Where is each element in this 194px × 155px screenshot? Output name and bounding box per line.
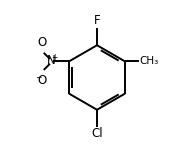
Text: N: N: [47, 54, 56, 67]
Text: F: F: [94, 14, 100, 27]
Text: O: O: [38, 36, 47, 49]
Text: O: O: [38, 74, 47, 87]
Text: +: +: [52, 53, 58, 62]
Text: Cl: Cl: [91, 127, 103, 140]
Text: −: −: [35, 73, 41, 82]
Text: CH₃: CH₃: [139, 56, 158, 66]
